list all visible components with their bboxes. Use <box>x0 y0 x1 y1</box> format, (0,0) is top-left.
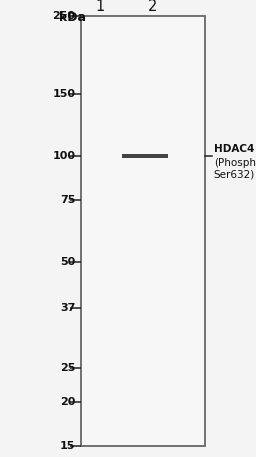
Text: 50: 50 <box>60 257 76 267</box>
Text: 20: 20 <box>60 397 76 407</box>
Text: (Phospho-
Ser632): (Phospho- Ser632) <box>214 158 256 180</box>
Text: HDAC4: HDAC4 <box>214 143 254 154</box>
Text: 2: 2 <box>148 0 157 14</box>
Text: 1: 1 <box>95 0 104 14</box>
Text: 100: 100 <box>52 151 76 161</box>
Text: 75: 75 <box>60 195 76 205</box>
Bar <box>122 154 168 158</box>
Text: 250: 250 <box>52 11 76 21</box>
Text: 25: 25 <box>60 362 76 372</box>
Bar <box>81 16 205 446</box>
Text: 150: 150 <box>52 89 76 99</box>
Text: 15: 15 <box>60 441 76 451</box>
Text: kDa: kDa <box>59 11 86 24</box>
Text: 37: 37 <box>60 303 76 313</box>
